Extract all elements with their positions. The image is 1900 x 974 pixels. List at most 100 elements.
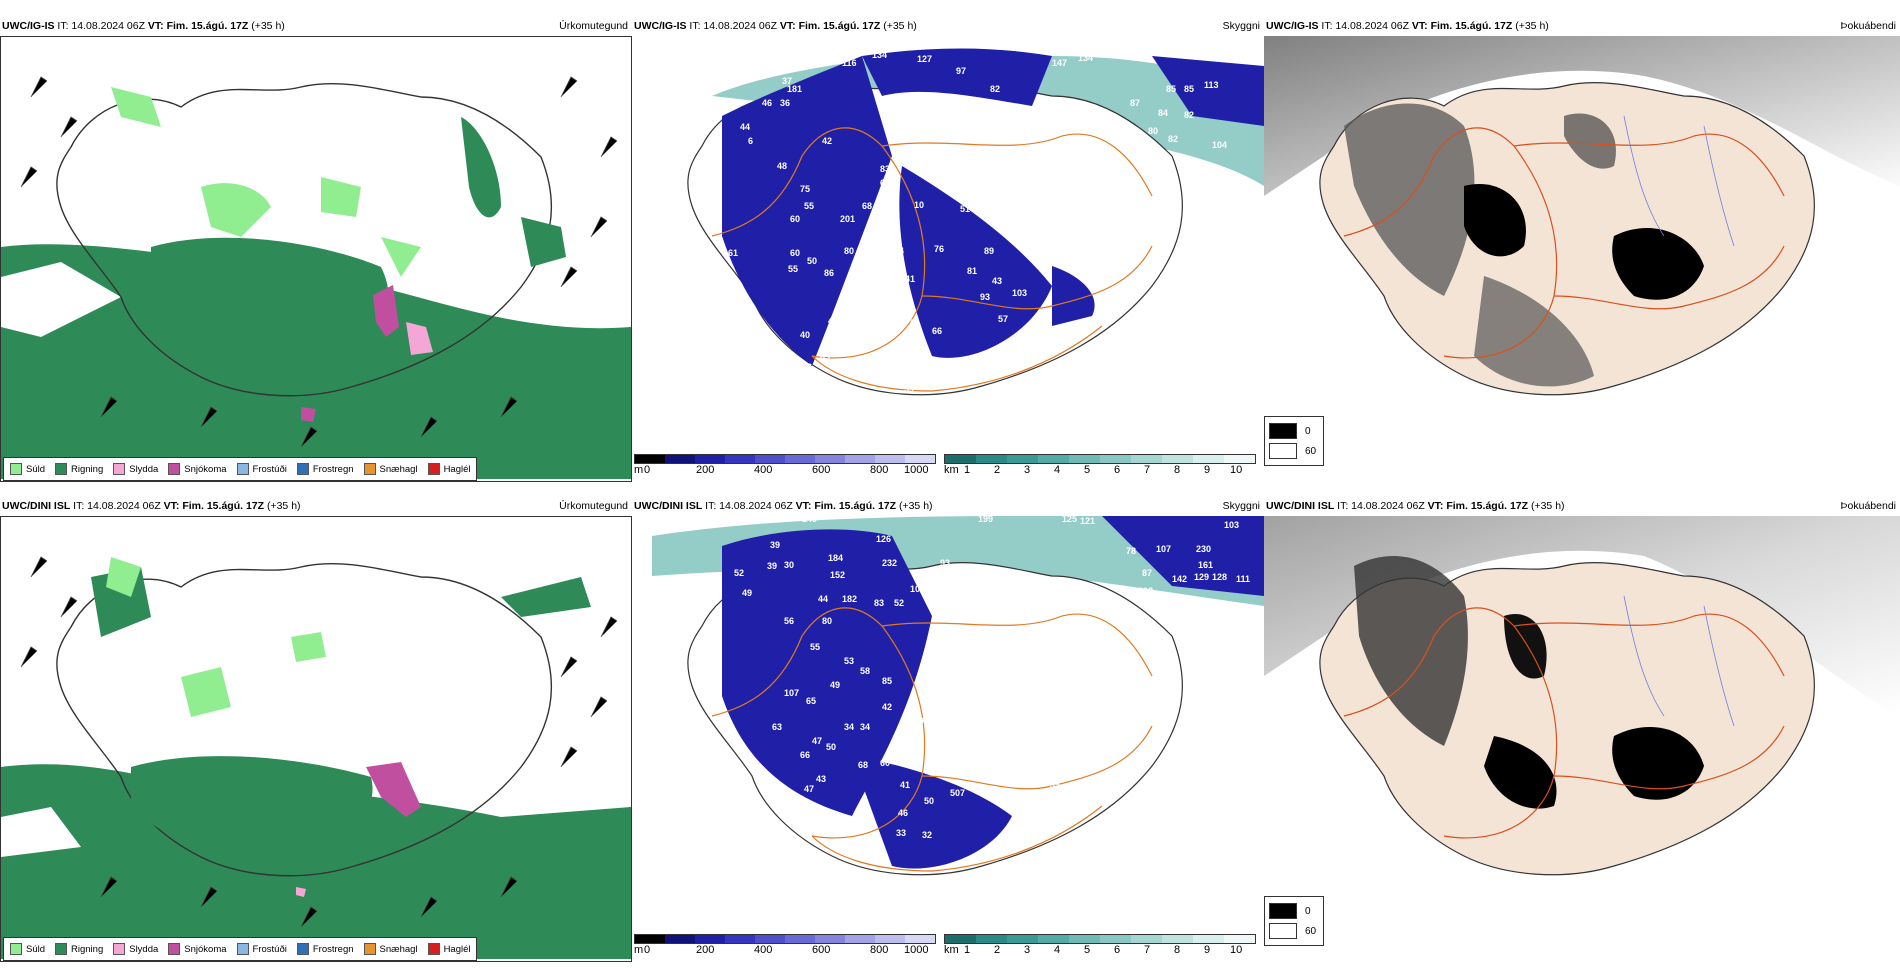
visibility-value: 81 (967, 266, 978, 276)
visibility-value: 35 (1050, 780, 1061, 790)
height-scale-unit: m (634, 464, 644, 476)
visibility-value: 102 (910, 584, 926, 594)
visibility-value: 89 (984, 246, 995, 256)
visibility-value: 93 (940, 558, 951, 568)
visibility-value: 97 (956, 66, 967, 76)
visibility-value: 507 (950, 788, 966, 798)
visibility-tick: 8 (1174, 944, 1181, 956)
visibility-value: 31 (964, 720, 975, 730)
legend-item-snow-pellets: Snæhagl (363, 463, 418, 475)
legend-item-rain: Rigning (55, 943, 103, 955)
panel-header: UWC/DINI ISL IT: 14.08.2024 06Z VT: Fim.… (634, 498, 1262, 514)
visibility-tick: 7 (1144, 464, 1151, 476)
visibility-tick: 2 (994, 944, 1001, 956)
visibility-value: 134 (1078, 53, 1094, 63)
visibility-value: 43 (992, 276, 1003, 286)
height-tick: 400 (754, 944, 773, 956)
visibility-value: 108 (1138, 586, 1154, 596)
visibility-value: 48 (904, 362, 915, 372)
visibility-value: 66 (800, 750, 811, 760)
visibility-value: 47 (812, 736, 823, 746)
forecast-offset: (+35 h) (1515, 20, 1549, 32)
fog-index-panel: UWC/DINI ISL IT: 14.08.2024 06Z VT: Fim.… (1264, 498, 1900, 958)
fog-map: 0 60 (1264, 516, 1900, 960)
fog-legend: 0 60 (1264, 896, 1324, 946)
visibility-value: 43 (816, 774, 827, 784)
valid-time-label: VT: (779, 20, 796, 32)
model-name: UWC/DINI ISL (2, 500, 71, 512)
panel-header: UWC/IG-IS IT: 14.08.2024 06Z VT: Fim. 15… (2, 18, 630, 34)
visibility-value: 82 (990, 84, 1001, 94)
visibility-value: 85 (882, 676, 893, 686)
model-row-dini-isl: UWC/DINI ISL IT: 14.08.2024 06Z VT: Fim.… (0, 498, 1900, 968)
visibility-value: 142 (1172, 574, 1188, 584)
visibility-value: 48 (938, 370, 949, 380)
visibility-tick: 8 (1174, 464, 1181, 476)
visibility-value: 55 (804, 201, 815, 211)
visibility-value: 29 (930, 406, 941, 416)
visibility-value: 44 (740, 122, 751, 132)
height-tick: 1000 (904, 464, 929, 476)
forecast-offset: (+35 h) (898, 500, 933, 512)
visibility-value: 52 (894, 598, 905, 608)
legend-item-sleet: Slydda (113, 943, 158, 955)
product-type: Þokuábendi (1840, 20, 1896, 32)
visibility-tick: 1 (964, 944, 971, 956)
panel-header: UWC/IG-IS IT: 14.08.2024 06Z VT: Fim. 15… (1266, 18, 1898, 34)
height-tick: 0 (644, 464, 651, 476)
legend-item-hail: Haglél (427, 943, 471, 955)
valid-time: Fim. 15.ágú. 17Z (182, 500, 265, 512)
visibility-value: 43 (828, 316, 839, 326)
visibility-value: 52 (734, 568, 745, 578)
visibility-value: 65 (806, 696, 817, 706)
visibility-map: 39 39 30 52 49 184 126 152 232 93 86 102… (632, 514, 1264, 960)
visibility-tick: 1 (964, 464, 971, 476)
visibility-tick: 4 (1054, 464, 1061, 476)
height-tick: 1000 (904, 944, 929, 956)
valid-time: Fim. 15.ágú. 17Z (166, 20, 249, 32)
visibility-value: 75 (952, 692, 963, 702)
visibility-value: 51 (960, 204, 971, 214)
visibility-value: 82 (1168, 134, 1179, 144)
valid-time: Fim. 15.ágú. 17Z (1430, 20, 1513, 32)
visibility-value: 85 (1166, 84, 1177, 94)
visibility-value: 113 (1162, 604, 1177, 614)
visibility-value: 408 (966, 772, 982, 782)
visibility-value: 83 (874, 598, 885, 608)
visibility-value: 72 (908, 318, 919, 328)
visibility-value: 61 (728, 248, 739, 258)
height-scale-bar (634, 934, 936, 944)
visibility-tick: 3 (1024, 464, 1031, 476)
valid-time: Fim. 15.ágú. 17Z (798, 20, 881, 32)
precip-type-panel: UWC/IG-IS IT: 14.08.2024 06Z VT: Fim. 15… (0, 18, 632, 482)
visibility-value: 36 (780, 98, 791, 108)
visibility-value: 68 (862, 201, 873, 211)
visibility-value: 33 (896, 828, 907, 838)
valid-time-label: VT: (795, 500, 812, 512)
visibility-value: 49 (852, 316, 863, 326)
legend-item-sleet: Slydda (113, 463, 158, 475)
height-scale-unit: m (634, 944, 644, 956)
visibility-scale-unit: km (944, 464, 959, 476)
visibility-value: 107 (1156, 544, 1172, 554)
visibility-value: 44 (818, 594, 829, 604)
init-time: IT: 14.08.2024 06Z (1321, 20, 1409, 32)
visibility-value: 161 (1198, 560, 1214, 570)
visibility-value: 127 (917, 54, 933, 64)
legend-item-hail: Haglél (427, 463, 471, 475)
precip-type-panel: UWC/DINI ISL IT: 14.08.2024 06Z VT: Fim.… (0, 498, 632, 962)
visibility-value: 62 (900, 754, 911, 764)
visibility-value: 30 (784, 560, 795, 570)
visibility-value: 56 (784, 616, 795, 626)
visibility-value: 37 (782, 76, 793, 86)
visibility-value: 61 (950, 728, 961, 738)
visibility-value: 230 (1196, 544, 1212, 554)
fog-map-graphic (1264, 516, 1900, 936)
visibility-value: 51 (890, 268, 901, 278)
legend-item-freezing-rain: Frostregn (296, 943, 354, 955)
visibility-value: 132 (888, 346, 904, 356)
visibility-value: 45 (1004, 712, 1015, 722)
visibility-panel: UWC/IG-IS IT: 14.08.2024 06Z VT: Fim. 15… (632, 18, 1264, 478)
fog-legend-black: 0 (1269, 423, 1311, 439)
visibility-value: 55 (788, 264, 799, 274)
